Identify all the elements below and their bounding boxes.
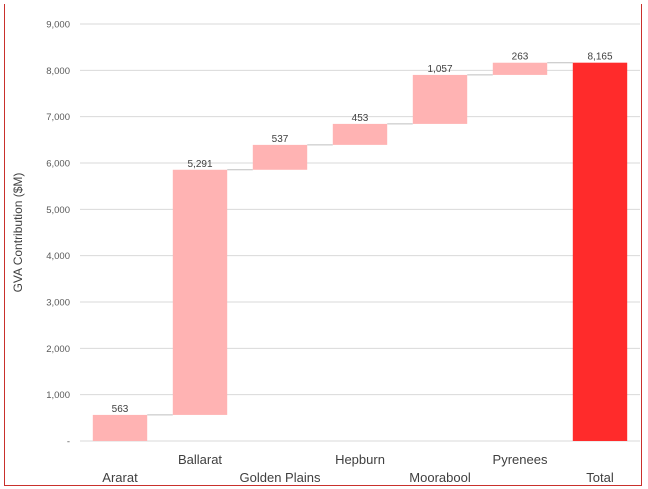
bars: [92, 62, 628, 442]
y-tick-label: 1,000: [46, 390, 70, 401]
category-label: Hepburn: [335, 452, 385, 467]
gridlines: [80, 23, 640, 442]
total-bar: [572, 62, 628, 442]
y-tick-label: -: [67, 437, 70, 448]
increment-bar: [492, 62, 548, 75]
y-tick-label: 2,000: [46, 344, 70, 355]
data-label: 263: [512, 52, 529, 63]
data-label: 537: [272, 134, 289, 145]
y-tick-label: 6,000: [46, 159, 70, 170]
data-label: 563: [112, 404, 129, 415]
y-axis-ticks: - 1,000 2,000 3,000 4,000 5,000 6,000 7,000 8,00…: [46, 20, 70, 448]
y-tick-label: 9,000: [46, 20, 70, 31]
data-label: 5,291: [187, 159, 212, 170]
data-label: 8,165: [587, 52, 612, 63]
data-label: 1,057: [427, 64, 452, 75]
y-tick-label: 3,000: [46, 298, 70, 309]
category-label: Ararat: [102, 470, 138, 485]
y-axis-title: GVA Contribution ($M): [11, 173, 25, 293]
y-tick-label: 7,000: [46, 112, 70, 123]
chart-border: [4, 4, 642, 486]
y-tick-label: 4,000: [46, 251, 70, 262]
y-tick-label: 8,000: [46, 66, 70, 77]
data-labels: 563 5,291 537 453 1,057 263 8,165: [112, 52, 613, 415]
increment-bar: [332, 123, 388, 145]
connector-lines: [147, 62, 573, 416]
increment-bar: [172, 169, 228, 415]
category-label: Pyrenees: [493, 452, 548, 467]
y-tick-label: 5,000: [46, 205, 70, 216]
increment-bar: [412, 74, 468, 124]
increment-bar: [252, 144, 308, 170]
x-axis-categories: Ararat Ballarat Golden Plains Hepburn Moorab…: [102, 452, 614, 485]
category-label: Golden Plains: [240, 470, 321, 485]
data-label: 453: [352, 113, 369, 124]
category-label: Moorabool: [409, 470, 471, 485]
category-label: Ballarat: [178, 452, 222, 467]
category-label: Total: [586, 470, 614, 485]
increment-bar: [92, 414, 148, 441]
